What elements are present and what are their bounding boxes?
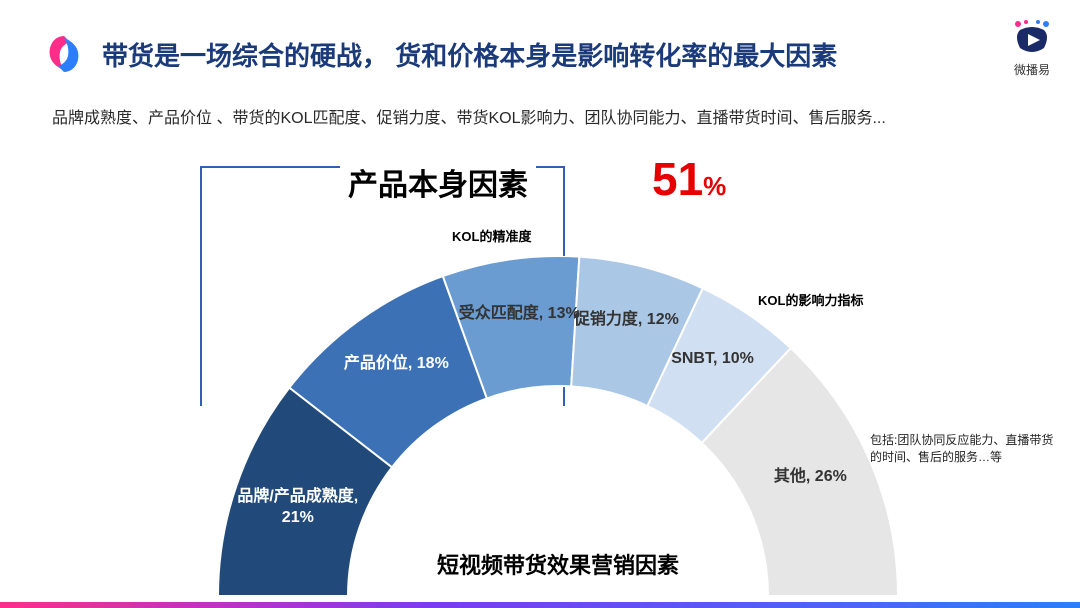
swirl-logo-icon [40,30,88,78]
subtitle: 品牌成熟度、产品价位 、带货的KOL匹配度、促销力度、带货KOL影响力、团队协同… [52,104,1020,128]
highlight-pct: % [703,171,726,201]
segment-label-5: 其他, 26% [740,467,880,488]
segment-label-4: SNBT, 10% [643,349,783,370]
chart-caption: 短视频带货效果营销因素 [218,548,898,580]
side-note-other: 包括:团队协同反应能力、直播带货的时间、售后的服务…等 [870,432,1060,466]
brand-logo: 微播易 [1012,20,1052,78]
segment-label-0: 品牌/产品成熟度, 21% [228,487,368,529]
highlight-number: 51 [652,153,703,205]
slide: 带货是一场综合的硬战， 货和价格本身是影响转化率的最大因素 微播易 品牌成熟度、… [0,0,1080,608]
highlight-label: 产品本身因素 [340,160,536,204]
brand-name: 微播易 [1012,61,1052,78]
segment-label-3: 促销力度, 12% [556,310,696,331]
header: 带货是一场综合的硬战， 货和价格本身是影响转化率的最大因素 [40,30,1000,78]
segment-label-1: 产品价位, 18% [326,354,466,375]
page-title: 带货是一场综合的硬战， 货和价格本身是影响转化率的最大因素 [102,36,837,73]
outside-label-kol-precision: KOL的精准度 [452,226,531,245]
bottom-gradient-bar [0,602,1080,608]
brand-icon [1012,20,1052,54]
highlight-value: 51% [652,152,726,206]
outside-label-kol-influence: KOL的影响力指标 [758,290,863,309]
